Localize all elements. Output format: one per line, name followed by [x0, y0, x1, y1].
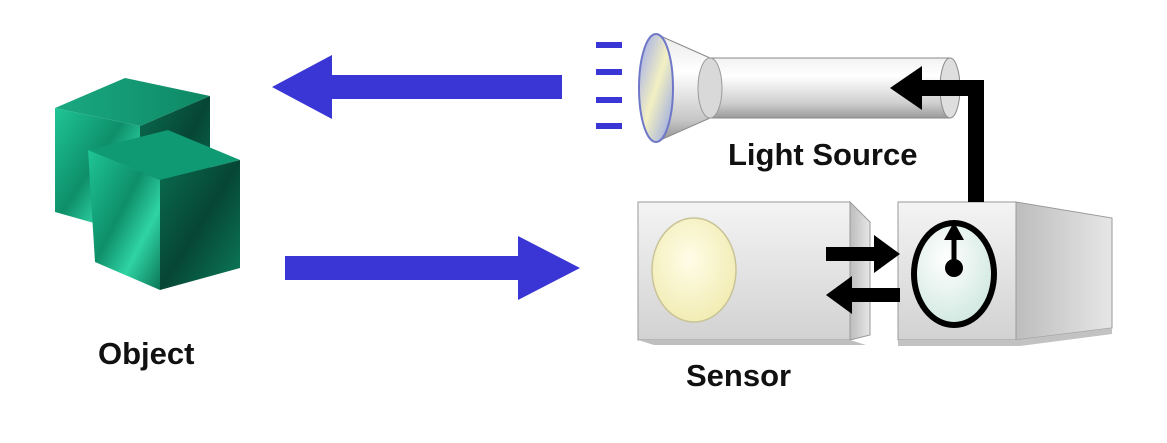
arrow-controller-to-light — [890, 66, 984, 202]
timer-box-icon — [897, 201, 1113, 346]
front-cube-side — [160, 160, 240, 290]
object-cubes-icon — [55, 78, 240, 290]
flashlight-icon — [638, 33, 961, 143]
sensor-lens — [651, 217, 737, 323]
light-rays-icon — [596, 42, 622, 129]
sensor-label: Sensor — [686, 358, 792, 393]
clock-icon — [911, 220, 997, 328]
front-cube-front — [88, 150, 160, 290]
arrow-object-to-sensor — [285, 236, 580, 300]
arrow-sensor-to-controller — [826, 235, 900, 273]
arrow-light-to-object — [272, 55, 562, 119]
sensor-box-icon — [637, 200, 871, 345]
arrow-controller-to-sensor — [826, 276, 900, 314]
object-label: Object — [98, 336, 195, 371]
back-cube-top — [55, 78, 210, 126]
light-source-label: Light Source — [728, 137, 918, 172]
front-cube-top — [88, 130, 240, 180]
